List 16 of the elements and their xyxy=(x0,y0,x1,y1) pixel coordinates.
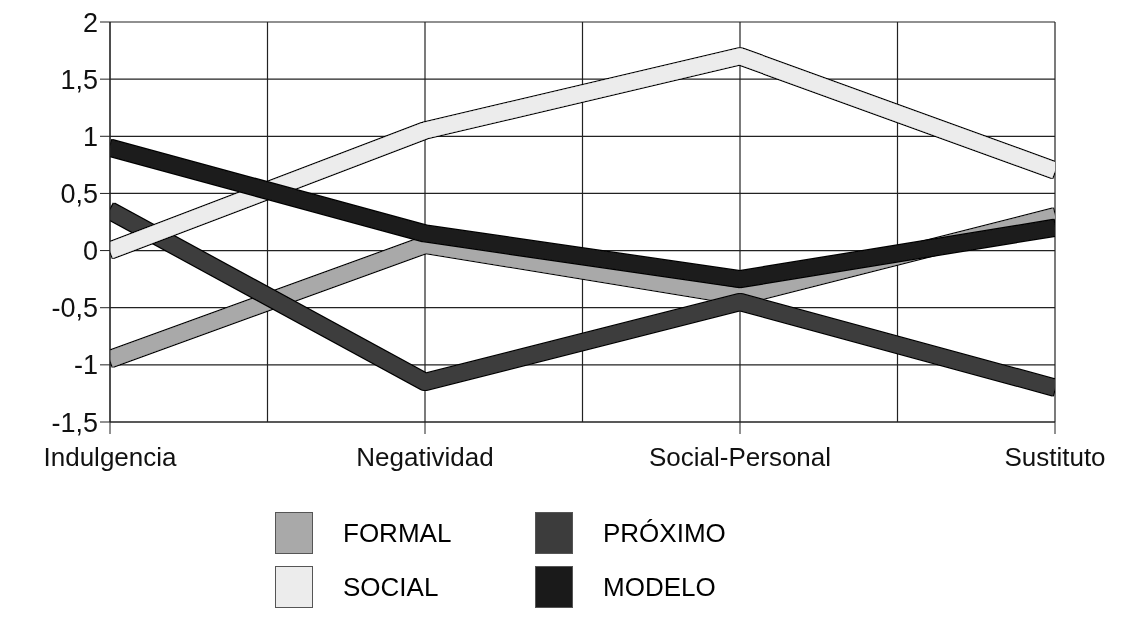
x-tick-label: Indulgencia xyxy=(43,442,178,473)
legend-label: PRÓXIMO xyxy=(603,517,726,549)
legend-label: SOCIAL xyxy=(343,571,439,603)
y-tick-label: -1,5 xyxy=(51,407,98,438)
x-tick-label: Sustituto xyxy=(1004,442,1106,473)
y-tick-label: -1 xyxy=(73,350,98,381)
y-tick-label: -0,5 xyxy=(51,293,98,324)
y-tick-label: 2 xyxy=(82,7,98,38)
y-tick-label: 0 xyxy=(82,236,98,267)
legend-label: FORMAL xyxy=(343,517,452,549)
y-tick-label: 0,5 xyxy=(60,179,98,210)
legend-label: MODELO xyxy=(603,571,716,603)
y-tick-label: 1,5 xyxy=(60,64,98,95)
y-tick-label: 1 xyxy=(82,121,98,152)
x-tick-label: Social-Personal xyxy=(648,442,832,473)
x-tick-label: Negatividad xyxy=(356,442,494,473)
